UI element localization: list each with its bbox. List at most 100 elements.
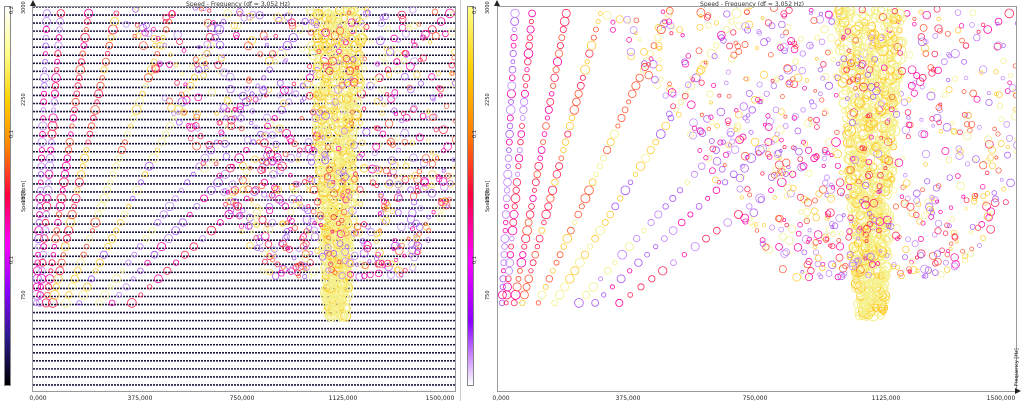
order-point — [509, 218, 518, 227]
spectrum-point — [933, 250, 941, 258]
spectrum-point — [335, 59, 342, 65]
order-point — [519, 115, 526, 121]
spectrum-point — [734, 108, 739, 113]
spectrum-point — [687, 130, 695, 138]
spectrum-point — [960, 248, 965, 254]
color-scale-bar[interactable] — [4, 6, 11, 386]
order-point — [51, 82, 60, 90]
order-point — [294, 25, 304, 34]
order-point — [52, 283, 60, 291]
spectrum-point — [904, 109, 912, 116]
spectrum-point — [314, 137, 324, 146]
spectrum-point — [963, 75, 969, 81]
spectrum-point — [182, 96, 191, 104]
spectrum-point — [961, 111, 968, 118]
order-point — [521, 234, 531, 244]
order-point — [662, 18, 668, 25]
spectrum-point — [431, 97, 436, 102]
spectrum-point — [335, 155, 344, 163]
order-point — [542, 122, 550, 130]
spectrum-point — [181, 110, 187, 116]
spectrum-point — [712, 176, 719, 184]
spectrum-point — [778, 168, 787, 177]
resonance-point — [892, 119, 899, 127]
order-point — [83, 26, 89, 32]
spectrum-point — [448, 71, 454, 77]
order-point — [502, 227, 508, 234]
spectrum-point — [879, 250, 887, 258]
spectrum-point — [734, 110, 743, 119]
spectrum-point — [302, 266, 308, 272]
order-point — [544, 202, 553, 211]
spectrum-point — [666, 7, 674, 15]
spectrum-point — [706, 90, 714, 98]
spectrum-point — [357, 201, 364, 207]
spectrum-point — [415, 133, 424, 142]
spectrum-point — [407, 186, 414, 194]
order-point — [705, 195, 711, 201]
order-point — [195, 162, 203, 170]
spectrum-point — [772, 195, 777, 200]
order-point — [558, 34, 566, 42]
order-point — [94, 210, 103, 219]
spectrum-point — [428, 160, 436, 168]
order-point — [503, 300, 509, 306]
order-point — [574, 298, 584, 308]
order-point — [40, 82, 48, 90]
spectrum-point — [744, 186, 751, 193]
resonance-point — [312, 117, 324, 129]
order-point — [565, 122, 574, 131]
order-point — [792, 58, 799, 65]
spectrum-point — [347, 270, 354, 278]
plot-area[interactable] — [497, 6, 1017, 392]
resonance-point — [846, 87, 854, 94]
spectrum-point — [641, 60, 648, 67]
order-point — [531, 178, 540, 187]
spectrum-point — [610, 26, 616, 33]
spectrum-point — [961, 194, 966, 199]
order-point — [42, 67, 48, 73]
order-point — [39, 73, 50, 83]
order-point — [580, 64, 590, 75]
spectrum-point — [748, 129, 754, 135]
spectrum-point — [741, 22, 750, 31]
resonance-point — [891, 33, 901, 44]
spectrum-point — [346, 166, 352, 171]
spectrum-point — [162, 14, 170, 22]
spectrum-point — [420, 34, 425, 40]
y-axis-tick-label: 2250 — [21, 93, 27, 106]
spectrum-point — [822, 179, 829, 186]
spectrum-point — [814, 56, 819, 61]
spectrum-point — [422, 183, 429, 191]
spectrum-point — [389, 161, 399, 170]
spectrum-point — [975, 224, 982, 231]
spectrum-point — [287, 267, 295, 275]
plot-area[interactable] — [32, 6, 456, 392]
order-point — [499, 275, 507, 283]
spectrum-point — [387, 95, 395, 103]
spectrum-point — [452, 118, 455, 124]
spectrum-point — [935, 199, 939, 204]
resonance-point — [850, 97, 862, 109]
order-point — [96, 81, 105, 90]
order-point — [223, 9, 232, 18]
order-point — [113, 10, 120, 17]
order-point — [628, 89, 637, 98]
spectrum-point — [992, 195, 999, 203]
spectrum-point — [920, 44, 929, 53]
color-scale-bar[interactable] — [467, 6, 474, 386]
spectrum-point — [706, 126, 711, 132]
spectrum-point — [803, 208, 812, 217]
order-point — [528, 203, 535, 210]
spectrum-point — [176, 118, 183, 126]
spectrum-point — [884, 253, 890, 259]
spectrum-point — [347, 194, 353, 200]
order-point — [165, 122, 174, 131]
spectrum-point — [658, 76, 664, 82]
spectrum-point — [192, 122, 200, 130]
resonance-point — [893, 27, 900, 34]
spectrum-point — [931, 123, 936, 128]
spectrum-point — [720, 37, 727, 44]
spectrum-point — [412, 263, 417, 268]
order-point — [55, 34, 63, 41]
